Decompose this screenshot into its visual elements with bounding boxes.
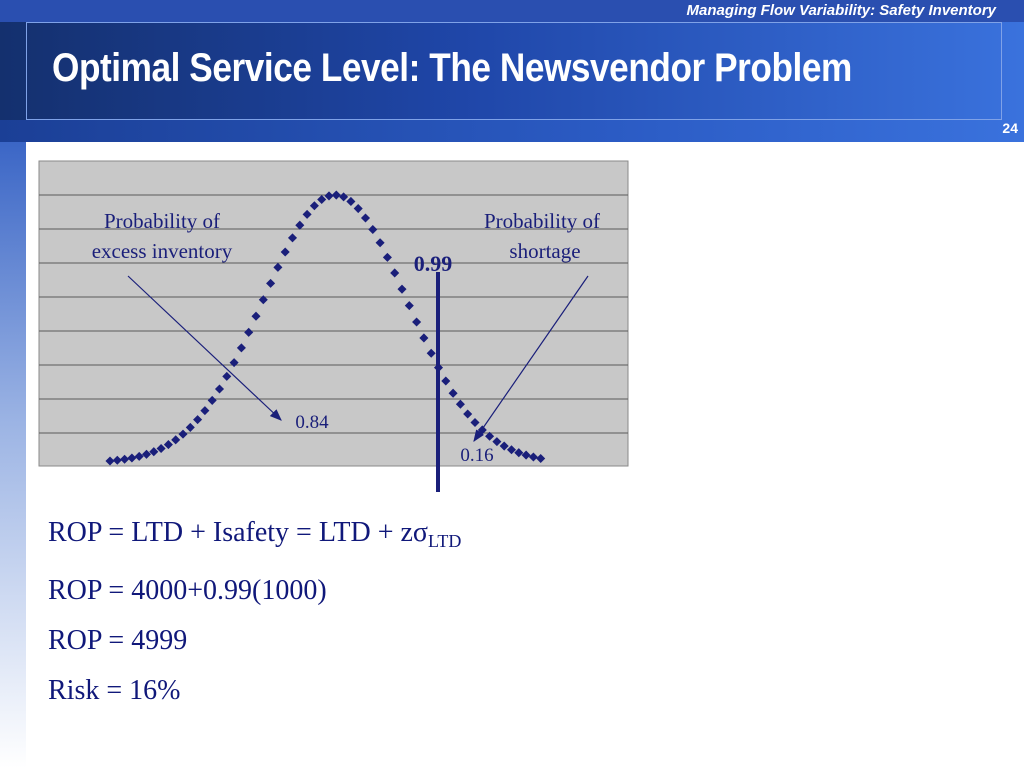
curve-point: [309, 201, 319, 211]
curve-point: [222, 371, 232, 381]
curve-point: [368, 224, 378, 235]
curve-point: [331, 190, 341, 200]
sub-header-bar: [0, 120, 1024, 142]
top-strip: [0, 0, 1024, 22]
formula-line-4: Risk = 16%: [48, 675, 181, 706]
formula-line-1-text: ROP = LTD + Isafety = LTD + zσ: [48, 517, 429, 548]
curve-point: [229, 358, 239, 368]
curve-point: [149, 447, 159, 457]
left-area-value: 0.84: [295, 412, 329, 433]
curve-point: [346, 196, 356, 206]
curve-point: [236, 343, 246, 353]
excess-label-line1: Probability of: [104, 209, 220, 233]
curve-point: [127, 453, 137, 463]
excess-arrow: [127, 275, 282, 421]
curve-point: [112, 455, 122, 465]
curve-point: [178, 429, 188, 439]
shortage-label-line1: Probability of: [484, 209, 600, 233]
curve-point: [295, 220, 305, 230]
header-frame: [26, 22, 1002, 120]
formula-line-2: ROP = 4000+0.99(1000): [48, 575, 327, 606]
formula-line-1: ROP = LTD + Isafety = LTD + zσLTD: [48, 508, 461, 566]
curve-point: [185, 422, 195, 432]
formula-subscript: LTD: [428, 531, 462, 551]
marker-value-label: 0.99: [414, 251, 453, 276]
slide-subtitle: Managing Flow Variability: Safety Invent…: [686, 2, 997, 19]
curve-point: [214, 384, 225, 394]
shortage-label-line2: shortage: [509, 239, 580, 263]
curve-point: [200, 406, 210, 416]
curve-point: [134, 451, 144, 461]
page-number: 24: [1002, 120, 1018, 136]
curve-point: [141, 449, 152, 459]
right-area-value: 0.16: [460, 445, 493, 466]
curve-point: [171, 435, 181, 445]
curve-point: [156, 443, 166, 454]
excess-label-line2: excess inventory: [92, 239, 233, 263]
header-bar: [0, 22, 1024, 120]
formula-block: ROP = LTD + Isafety = LTD + zσLTD ROP = …: [48, 508, 461, 716]
plot-area: [38, 160, 629, 467]
curve-point: [521, 450, 531, 460]
normal-curve: [105, 190, 546, 466]
curve-point: [193, 415, 203, 425]
curve-point: [163, 440, 173, 450]
slide-title: Optimal Service Level: The Newsvendor Pr…: [52, 46, 852, 90]
curve-point: [251, 311, 261, 321]
formula-line-3: ROP = 4999: [48, 625, 188, 656]
curve-point: [244, 327, 254, 337]
left-decor-strip: [0, 142, 26, 768]
shortage-arrow: [473, 275, 589, 442]
curve-point: [207, 395, 217, 405]
